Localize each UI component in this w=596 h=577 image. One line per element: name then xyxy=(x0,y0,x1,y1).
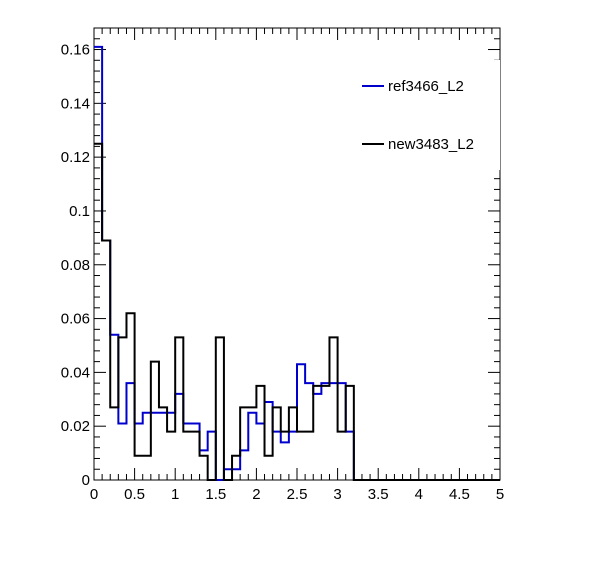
legend-label: new3483_L2 xyxy=(388,136,474,153)
x-tick-label: 1 xyxy=(171,486,179,503)
y-tick-label: 0.08 xyxy=(61,257,90,274)
y-tick-label: 0.04 xyxy=(61,364,90,381)
x-tick-label: 2.5 xyxy=(287,486,308,503)
x-tick-label: 1.5 xyxy=(205,486,226,503)
y-tick-label: 0.16 xyxy=(61,42,90,59)
series-layer xyxy=(94,45,500,481)
x-tick-label: 3 xyxy=(333,486,341,503)
y-tick-label: 0.12 xyxy=(61,149,90,166)
y-tick-label: 0.02 xyxy=(61,418,90,435)
y-tick-label: 0.14 xyxy=(61,95,90,112)
x-tick-label: 2 xyxy=(252,486,260,503)
y-tick-label: 0 xyxy=(82,472,90,489)
x-tick-label: 3.5 xyxy=(368,486,389,503)
x-tick-label: 0.5 xyxy=(124,486,145,503)
y-tick-label: 0.06 xyxy=(61,311,90,328)
y-tick-label: 0.1 xyxy=(69,203,90,220)
legend-label: ref3466_L2 xyxy=(388,78,464,95)
x-tick-label: 0 xyxy=(90,486,98,503)
x-tick-label: 5 xyxy=(496,486,504,503)
legend-box xyxy=(355,60,500,170)
series-line-new3483_L2 xyxy=(94,142,500,481)
x-tick-label: 4.5 xyxy=(449,486,470,503)
x-tick-label: 4 xyxy=(415,486,423,503)
axes-layer: 0 0.5 1 1.5 2 2.5 3 3.5 4 4.5 5 0 0.02 0.04 0.06 0.08 0.… xyxy=(61,27,504,503)
legend: ref3466_L2 new3483_L2 xyxy=(355,60,500,170)
